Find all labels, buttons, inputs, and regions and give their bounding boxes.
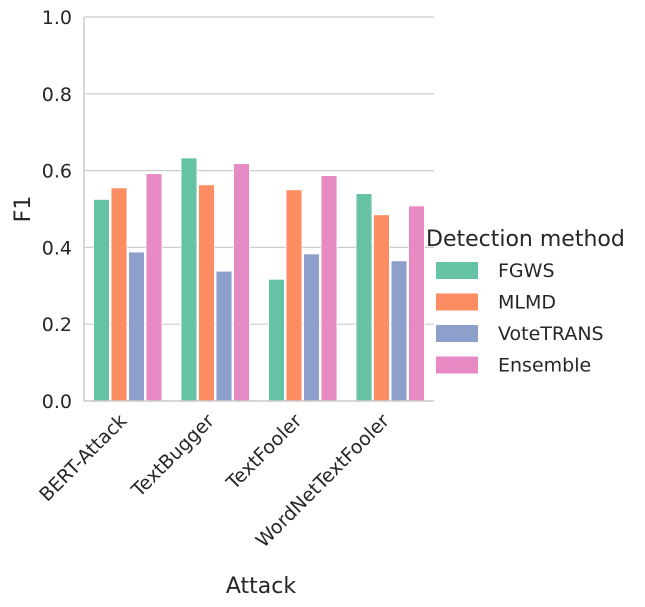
legend: Detection method FGWS MLMD VoteTRANS Ensemb… — [426, 227, 625, 377]
bar-mlmd-textbugger — [198, 184, 215, 402]
x-tick-label: TextFooler — [222, 410, 307, 495]
bars-group — [93, 157, 425, 402]
bar-fgws-textbugger — [180, 157, 198, 402]
legend-swatch-ensemble — [436, 356, 478, 374]
bar-ensemble-wordnettextfooler — [408, 205, 425, 402]
legend-label-fgws: FGWS — [498, 260, 555, 282]
bar-ensemble-bert-attack — [145, 173, 163, 402]
legend-label-ensemble: Ensemble — [498, 355, 591, 377]
bar-fgws-textfooler — [268, 278, 285, 402]
legend-label-votetrans: VoteTRANS — [498, 323, 604, 345]
bar-ensemble-textbugger — [233, 163, 250, 402]
bar-fgws-bert-attack — [93, 198, 110, 402]
bar-mlmd-textfooler — [285, 189, 303, 402]
y-axis-title: F1 — [11, 196, 36, 223]
x-axis-title: Attack — [226, 574, 296, 599]
y-tick-label: 0.0 — [42, 391, 72, 413]
bar-ensemble-textfooler — [320, 175, 338, 402]
y-tick-labels: 0.0 0.2 0.4 0.6 0.8 1.0 — [42, 7, 72, 413]
legend-swatch-mlmd — [436, 293, 478, 311]
legend-title: Detection method — [426, 227, 625, 252]
bar-fgws-wordnettextfooler — [355, 193, 373, 402]
legend-swatch-fgws — [436, 262, 478, 279]
bar-votetrans-wordnettextfooler — [390, 260, 408, 402]
x-tick-label: TextBugger — [127, 410, 219, 502]
bar-votetrans-textfooler — [303, 253, 320, 402]
y-tick-label: 0.6 — [42, 161, 72, 183]
legend-label-mlmd: MLMD — [498, 292, 556, 314]
bar-mlmd-wordnettextfooler — [373, 214, 390, 402]
y-tick-label: 0.2 — [42, 314, 72, 336]
legend-swatch-votetrans — [436, 325, 478, 342]
bar-votetrans-textbugger — [215, 270, 233, 402]
x-tick-label: BERT-Attack — [35, 410, 131, 506]
y-tick-label: 0.4 — [42, 237, 72, 259]
y-tick-label: 0.8 — [42, 84, 72, 106]
bar-votetrans-bert-attack — [128, 251, 145, 402]
bar-mlmd-bert-attack — [110, 187, 128, 402]
axes — [83, 17, 434, 402]
y-tick-label: 1.0 — [42, 7, 72, 29]
